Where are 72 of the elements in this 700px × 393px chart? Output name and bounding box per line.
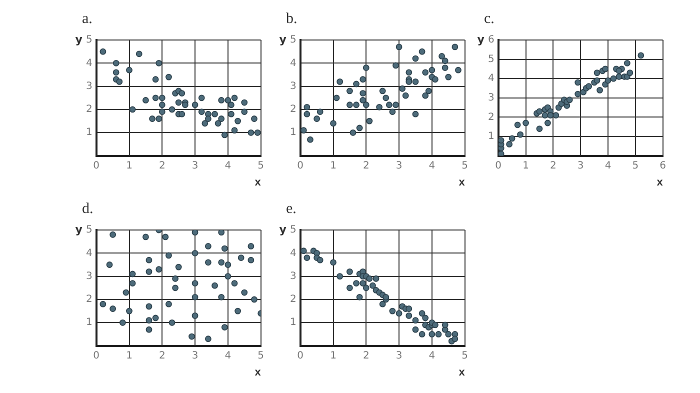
x-tick-label: 4 (428, 350, 436, 362)
x-tick-label: 3 (192, 160, 198, 172)
x-tick-label: 3 (396, 160, 402, 172)
x-tick-label: 5 (462, 350, 468, 362)
x-axis-title: x (458, 366, 466, 378)
y-tick-label: 5 (290, 34, 296, 46)
y-tick-label: 3 (488, 92, 494, 104)
x-tick-label: 3 (396, 350, 402, 362)
y-tick-label: 3 (86, 270, 92, 282)
y-tick-label: 2 (86, 104, 92, 116)
y-tick-label: 1 (290, 317, 296, 328)
x-tick-label: 2 (550, 160, 556, 172)
x-tick-label: 3 (192, 350, 198, 362)
x-tick-label: 6 (660, 160, 666, 172)
x-tick-label: 2 (158, 350, 166, 362)
y-tick-label: 5 (86, 34, 92, 46)
y-tick-label: 5 (488, 54, 494, 65)
x-tick-label: 4 (224, 160, 232, 172)
y-tick-label: 2 (290, 294, 296, 306)
chart-title: d. (82, 200, 94, 217)
x-tick-label: 2 (362, 350, 370, 362)
y-tick-label: 3 (86, 80, 92, 92)
x-tick-label: 1 (522, 160, 529, 172)
x-tick-label: 5 (258, 160, 264, 172)
x-axis-title: x (458, 176, 466, 188)
x-tick-label: 5 (258, 350, 264, 362)
x-tick-label: 5 (632, 160, 639, 172)
x-tick-label: 0 (297, 160, 304, 172)
x-tick-label: 2 (158, 160, 166, 172)
x-tick-label: 1 (126, 350, 132, 362)
x-tick-label: 4 (428, 160, 436, 172)
x-tick-label: 3 (577, 160, 584, 172)
y-tick-label: 4 (86, 58, 92, 69)
y-tick-label: 5 (86, 224, 92, 236)
y-tick-label: 4 (488, 73, 494, 84)
x-tick-label: 4 (224, 350, 232, 362)
y-tick-label: 3 (290, 270, 296, 282)
y-tick-label: 1 (290, 127, 296, 138)
chart-title: a. (82, 10, 92, 27)
y-tick-label: 1 (86, 127, 92, 138)
y-axis-title: y (75, 222, 82, 236)
y-tick-label: 1 (86, 317, 92, 328)
x-tick-label: 0 (93, 350, 100, 362)
y-tick-label: 6 (488, 34, 494, 46)
x-tick-label: 0 (297, 350, 304, 362)
chart-title: c. (484, 10, 494, 27)
y-tick-label: 4 (290, 58, 296, 69)
x-tick-label: 0 (93, 160, 100, 172)
x-axis-title: x (254, 176, 262, 188)
y-tick-label: 3 (290, 80, 296, 92)
y-axis-title: y (279, 32, 286, 46)
x-tick-label: 1 (330, 160, 336, 172)
y-axis-title: y (75, 32, 82, 46)
x-tick-label: 5 (462, 160, 468, 172)
x-tick-label: 1 (126, 160, 132, 172)
y-tick-label: 2 (290, 104, 296, 116)
y-tick-label: 5 (290, 224, 296, 236)
chart-title: b. (286, 10, 298, 27)
y-tick-label: 2 (86, 294, 92, 306)
x-tick-label: 1 (330, 350, 336, 362)
x-tick-label: 2 (362, 160, 370, 172)
y-tick-label: 4 (290, 248, 296, 259)
y-tick-label: 2 (488, 112, 494, 123)
y-tick-label: 1 (488, 131, 494, 142)
x-tick-label: 4 (604, 160, 612, 172)
y-tick-label: 4 (86, 248, 92, 259)
y-axis-title: y (279, 222, 286, 236)
x-axis-title: x (656, 176, 664, 188)
x-axis-title: x (254, 366, 262, 378)
x-tick-label: 0 (495, 160, 502, 172)
chart-title: e. (286, 200, 296, 217)
y-axis-title: y (477, 32, 484, 46)
